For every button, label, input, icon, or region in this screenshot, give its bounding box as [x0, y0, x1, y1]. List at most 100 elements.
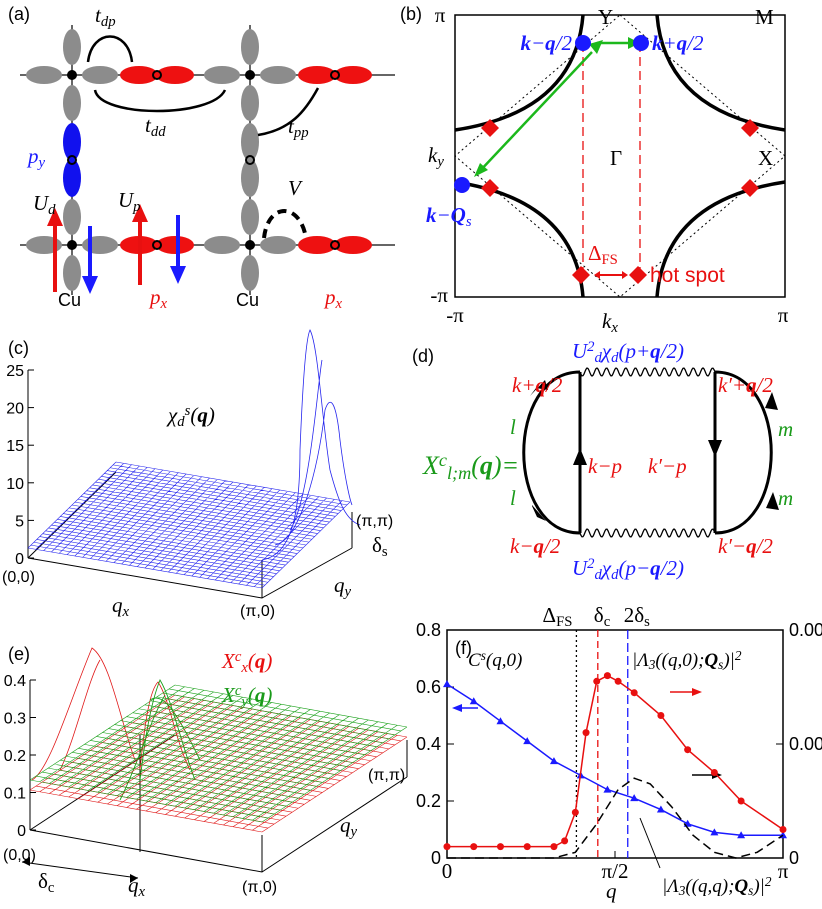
point — [737, 797, 745, 805]
point — [549, 757, 558, 765]
text-part: 2 — [587, 556, 595, 572]
momentum-label: k+q/2 — [512, 373, 563, 397]
index-label: l — [510, 415, 516, 439]
text-part: p — [26, 144, 39, 168]
series-line — [447, 674, 784, 848]
point-label: X — [758, 146, 773, 170]
text-part: k — [426, 203, 437, 227]
series-name: |Λ3((q,q);Qs)|2 — [662, 874, 772, 898]
text-part: q — [255, 649, 266, 673]
panel-c: (c) χds(q) (0,0) (π,0) (π,π) qx qy δs 05… — [2, 329, 393, 620]
corner-label: (π,π) — [356, 513, 393, 530]
panel-label: (b) — [400, 4, 422, 24]
corner-label: (π,0) — [242, 879, 277, 896]
text-part: q — [677, 31, 688, 55]
text-part: 2 — [735, 648, 742, 663]
text-part: p — [132, 199, 140, 215]
text-part: c — [439, 450, 447, 470]
point — [582, 729, 590, 737]
text-part: c — [604, 614, 611, 630]
point — [469, 697, 478, 705]
surface-label: χds(q) — [166, 403, 215, 430]
text-part: ( — [190, 403, 199, 427]
text-part: q — [534, 534, 545, 558]
text-part: c — [235, 683, 242, 699]
point — [593, 677, 601, 685]
text-part: p — [323, 285, 336, 309]
text-part: C — [468, 650, 481, 671]
text-part: FS — [556, 614, 572, 630]
point-label: k−Qs — [426, 203, 472, 230]
text-part: 2 — [765, 874, 772, 889]
point — [657, 712, 665, 719]
text-part: k+ — [512, 373, 536, 397]
series-name: Cs(q,0) — [468, 648, 522, 671]
text-part: χ — [166, 403, 178, 427]
index-label: l — [510, 486, 516, 510]
text-part: p — [148, 285, 161, 309]
interaction-line — [579, 528, 716, 538]
text-part: /2 — [686, 31, 704, 55]
text-part: X — [422, 451, 440, 480]
point-label: Y — [598, 5, 613, 29]
z-tick-label: 0.4 — [4, 673, 26, 690]
text-part: d — [611, 567, 619, 583]
text-part: c — [48, 880, 55, 896]
text-part: q — [746, 534, 757, 558]
text-part: dd — [151, 124, 166, 140]
text-part: q — [480, 451, 493, 480]
panel-f: (f)q00.20.40.60.800.0020.0040π/2πΔFSδc2δ… — [416, 603, 822, 903]
text-part: q — [334, 573, 345, 597]
axis-tick: π — [435, 3, 446, 27]
text-part: ((q,q); — [685, 876, 734, 897]
text-part: + — [663, 31, 677, 55]
index-label: m — [778, 486, 793, 510]
momentum-label: k′−p — [648, 454, 687, 478]
axis-tick: -π — [430, 283, 448, 307]
axis-label: kx — [602, 309, 618, 336]
text-part: /2) — [660, 339, 684, 363]
point — [443, 843, 451, 851]
axis-tick: -π — [446, 303, 464, 327]
text-part: s — [185, 403, 191, 419]
text-part: δ — [372, 533, 382, 557]
corner-label: (π,0) — [240, 603, 275, 620]
text-part: q — [128, 873, 139, 897]
text-part: k — [428, 143, 438, 167]
z-tick-label: 0.2 — [4, 748, 26, 765]
momentum-label: k′+q/2 — [718, 373, 773, 397]
atom-label: Cu — [58, 290, 81, 310]
text-part: δ — [38, 869, 48, 893]
propagator-label: U2dχd(p−q/2) — [572, 556, 684, 583]
axis-label: qx — [128, 873, 146, 900]
gap-label: ΔFS — [588, 241, 618, 268]
text-part: c — [235, 649, 242, 665]
text-part: s — [748, 883, 753, 898]
text-part: t — [95, 3, 102, 27]
text-part: )= — [491, 451, 519, 480]
x-axis-label: q — [606, 879, 617, 903]
x-tick-label: π — [778, 859, 789, 883]
z-tick-label: 20 — [6, 401, 24, 418]
text-part: ) — [207, 403, 215, 427]
point — [710, 769, 718, 776]
text-part: Q — [704, 650, 718, 671]
point-label: M — [755, 5, 774, 29]
text-part: y — [239, 694, 248, 710]
text-part: ( — [248, 683, 257, 707]
surface-label: Xcx(q) — [221, 649, 272, 676]
text-part: d — [48, 202, 56, 218]
text-part: q — [112, 593, 123, 617]
point — [614, 677, 622, 685]
series-name: |Λ3((q,0);Qs)|2 — [632, 648, 742, 672]
text-part: 2 — [587, 339, 595, 355]
text-part: − — [531, 31, 545, 55]
x-tick-label: 0 — [442, 859, 453, 883]
text-part: dp — [101, 14, 116, 30]
text-part: (q,0) — [486, 650, 522, 671]
reference-label: δc — [594, 603, 611, 630]
orbital-label: px — [148, 285, 168, 312]
text-part: l;m — [447, 463, 471, 483]
text-part: q — [746, 373, 757, 397]
point — [470, 843, 478, 851]
